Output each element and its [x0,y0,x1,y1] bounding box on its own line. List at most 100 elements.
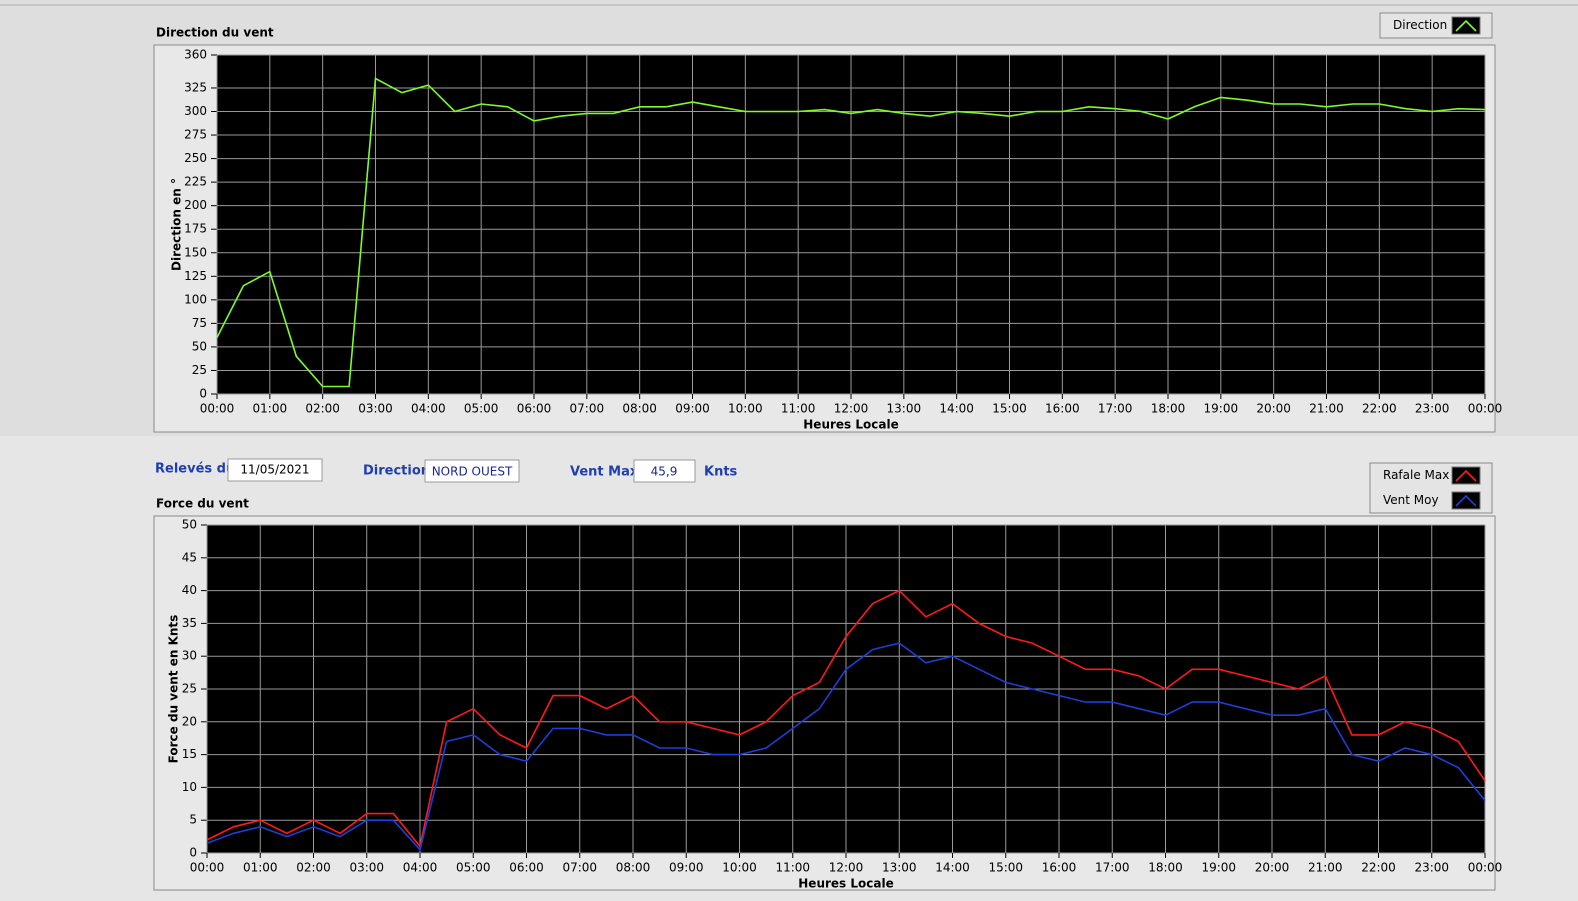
x-tick-label: 13:00 [887,402,922,416]
chart-title: Force du vent [156,497,249,511]
vent-max-value: 45,9 [651,465,678,479]
y-tick-label: 40 [182,583,197,597]
x-tick-label: 21:00 [1309,402,1344,416]
legend-label: Direction [1393,18,1447,32]
x-tick-label: 10:00 [722,861,757,875]
legend-swatch [1451,16,1481,35]
x-tick-label: 18:00 [1148,861,1183,875]
y-tick-label: 20 [182,714,197,728]
x-tick-label: 16:00 [1042,861,1077,875]
x-tick-label: 21:00 [1308,861,1343,875]
x-tick-label: 23:00 [1414,861,1449,875]
x-tick-label: 09:00 [669,861,704,875]
y-tick-label: 25 [192,363,207,377]
legend-icon [1455,469,1477,482]
x-tick-label: 00:00 [200,402,235,416]
x-tick-label: 18:00 [1151,402,1186,416]
y-tick-label: 175 [184,222,207,236]
x-tick-label: 01:00 [253,402,288,416]
x-tick-label: 17:00 [1098,402,1133,416]
x-tick-label: 06:00 [517,402,552,416]
y-tick-label: 0 [199,387,207,401]
x-tick-label: 15:00 [988,861,1023,875]
y-axis-label: Direction en ° [170,178,184,271]
x-tick-label: 07:00 [562,861,597,875]
x-tick-label: 14:00 [939,402,974,416]
y-tick-label: 200 [184,198,207,212]
data-line [216,77,1486,388]
x-tick-label: 19:00 [1204,402,1239,416]
legend-label: Rafale Max [1383,468,1449,482]
y-tick-label: 50 [182,518,197,532]
x-axis-label: Heures Locale [798,877,893,891]
y-tick-label: 10 [182,780,197,794]
direction-label: Direction [363,464,430,479]
x-tick-label: 12:00 [829,861,864,875]
x-tick-label: 22:00 [1361,861,1396,875]
date-label: Relevés du [155,462,235,477]
x-tick-label: 13:00 [882,861,917,875]
y-tick-label: 15 [182,747,197,761]
y-tick-label: 50 [192,339,207,353]
x-tick-label: 09:00 [675,402,710,416]
x-tick-label: 05:00 [456,861,491,875]
x-tick-label: 02:00 [296,861,331,875]
y-tick-label: 45 [182,550,197,564]
y-axis-label: Force du vent en Knts [167,615,181,764]
x-tick-label: 12:00 [834,402,869,416]
y-tick-label: 275 [184,128,207,142]
y-tick-label: 5 [189,813,197,827]
x-tick-label: 05:00 [464,402,499,416]
x-tick-label: 03:00 [349,861,384,875]
legend-swatch [1451,491,1481,510]
x-tick-label: 08:00 [616,861,651,875]
legend-icon [1455,19,1477,32]
y-tick-label: 360 [184,48,207,62]
x-tick-label: 17:00 [1095,861,1130,875]
x-tick-label: 11:00 [781,402,816,416]
date-field[interactable] [227,458,323,482]
data-line [206,642,1486,852]
y-tick-label: 100 [184,292,207,306]
x-tick-label: 03:00 [358,402,393,416]
y-tick-label: 325 [184,80,207,94]
x-tick-label: 00:00 [190,861,225,875]
x-tick-label: 20:00 [1256,402,1291,416]
legend-swatch [1451,466,1481,485]
x-tick-label: 07:00 [570,402,605,416]
y-tick-label: 150 [184,245,207,259]
x-tick-label: 20:00 [1255,861,1290,875]
x-tick-label: 10:00 [728,402,763,416]
x-tick-label: 01:00 [243,861,278,875]
vent-max-label: Vent Max [570,465,639,480]
x-tick-label: 08:00 [622,402,657,416]
x-tick-label: 02:00 [305,402,340,416]
y-tick-label: 25 [182,682,197,696]
y-tick-label: 75 [192,316,207,330]
y-tick-label: 250 [184,151,207,165]
x-tick-label: 15:00 [992,402,1027,416]
x-tick-label: 19:00 [1201,861,1236,875]
y-tick-label: 300 [184,104,207,118]
y-tick-label: 0 [189,846,197,860]
x-tick-label: 04:00 [411,402,446,416]
x-tick-label: 06:00 [509,861,544,875]
x-tick-label: 00:00 [1468,861,1503,875]
direction-value: NORD OUEST [432,465,513,479]
date-value: 11/05/2021 [240,463,309,477]
x-axis-label: Heures Locale [803,418,898,432]
y-tick-label: 225 [184,175,207,189]
y-tick-label: 35 [182,616,197,630]
x-tick-label: 22:00 [1362,402,1397,416]
chart-title: Direction du vent [156,26,274,40]
legend-label: Vent Moy [1383,493,1439,507]
x-tick-label: 16:00 [1045,402,1080,416]
unit-label: Knts [704,465,738,480]
x-tick-label: 04:00 [403,861,438,875]
direction-field[interactable] [424,459,520,483]
y-tick-label: 30 [182,649,197,663]
legend-icon [1455,494,1477,507]
vent-max-field[interactable] [633,459,696,483]
